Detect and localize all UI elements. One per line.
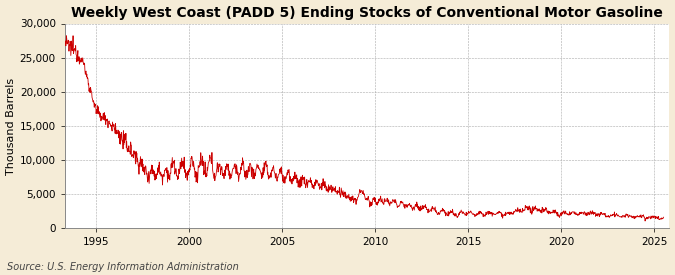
Title: Weekly West Coast (PADD 5) Ending Stocks of Conventional Motor Gasoline: Weekly West Coast (PADD 5) Ending Stocks… xyxy=(71,6,663,20)
Y-axis label: Thousand Barrels: Thousand Barrels xyxy=(5,77,16,175)
Text: Source: U.S. Energy Information Administration: Source: U.S. Energy Information Administ… xyxy=(7,262,238,272)
